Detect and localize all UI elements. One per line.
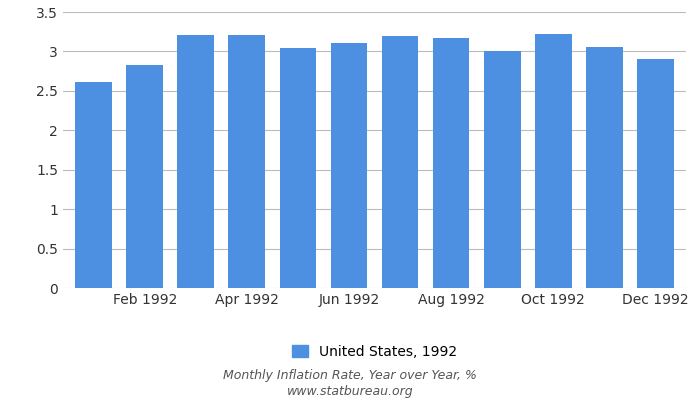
Bar xyxy=(382,36,419,288)
Legend: United States, 1992: United States, 1992 xyxy=(291,345,458,359)
Bar xyxy=(330,43,368,288)
Text: www.statbureau.org: www.statbureau.org xyxy=(287,386,413,398)
Bar xyxy=(637,58,673,288)
Bar xyxy=(484,52,521,288)
Bar xyxy=(177,35,214,288)
Bar xyxy=(126,65,163,288)
Bar xyxy=(433,38,470,288)
Bar xyxy=(535,34,572,288)
Bar xyxy=(279,48,316,288)
Bar xyxy=(586,47,623,288)
Bar xyxy=(228,35,265,288)
Text: Monthly Inflation Rate, Year over Year, %: Monthly Inflation Rate, Year over Year, … xyxy=(223,370,477,382)
Bar xyxy=(76,82,112,288)
